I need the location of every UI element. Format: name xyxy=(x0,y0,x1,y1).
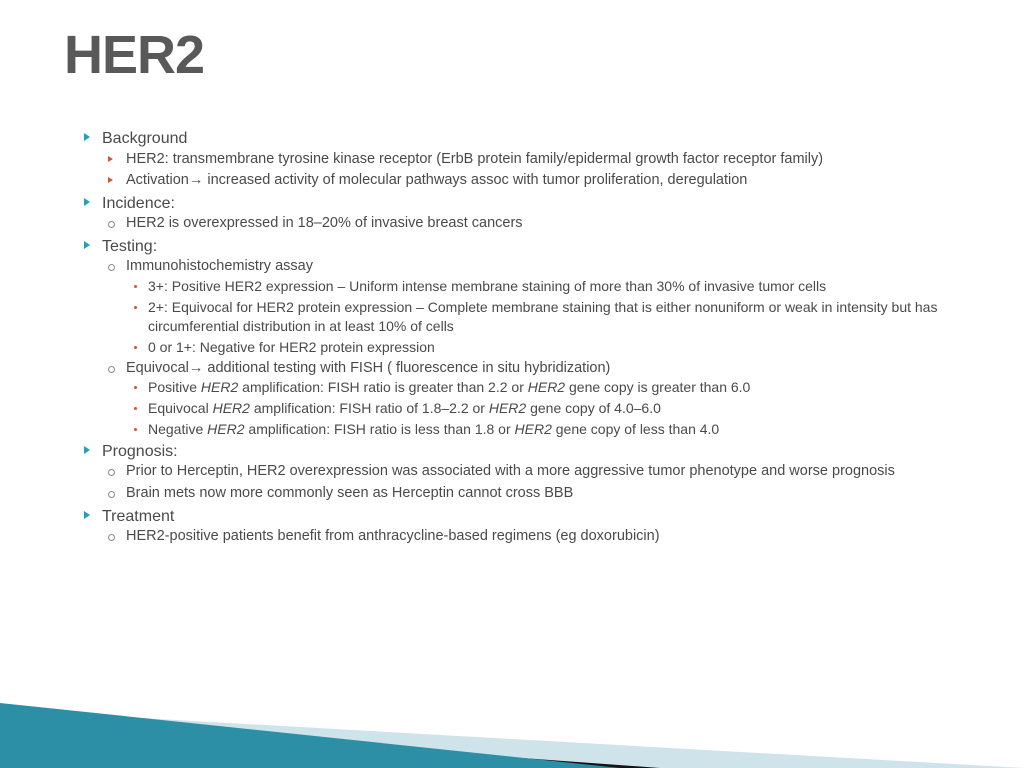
subsection-heading: Equivocal→ additional testing with FISH … xyxy=(126,360,610,376)
text-run: gene copy is greater than 6.0 xyxy=(565,379,750,395)
decorative-footer xyxy=(0,648,1024,768)
text-run: Negative xyxy=(148,421,207,437)
text-run: gene copy of less than 4.0 xyxy=(552,421,719,437)
text-run: amplification: FISH ratio of 1.8–2.2 or xyxy=(250,400,489,416)
text-run: Positive xyxy=(148,379,201,395)
text-run: gene copy of 4.0–6.0 xyxy=(526,400,661,416)
bullet-text: Positive HER2 amplification: FISH ratio … xyxy=(126,378,984,397)
bullet-text: Equivocal HER2 amplification: FISH ratio… xyxy=(126,399,984,418)
bullet-text: Brain mets now more commonly seen as Her… xyxy=(102,484,984,504)
bullet-text: HER2 is overexpressed in 18–20% of invas… xyxy=(102,214,984,234)
section-heading: Treatment xyxy=(102,508,174,525)
gene-name: HER2 xyxy=(528,379,565,395)
gene-name: HER2 xyxy=(489,400,526,416)
slide-body: Background HER2: transmembrane tyrosine … xyxy=(80,128,984,549)
section-prognosis: Prognosis: Prior to Herceptin, HER2 over… xyxy=(80,441,984,504)
section-heading: Background xyxy=(102,130,187,147)
section-heading: Prognosis: xyxy=(102,443,178,460)
bullet-text: Prior to Herceptin, HER2 overexpression … xyxy=(102,462,984,482)
section-testing: Testing: Immunohistochemistry assay 3+: … xyxy=(80,236,984,439)
bullet-text: Negative HER2 amplification: FISH ratio … xyxy=(126,420,984,439)
section-background: Background HER2: transmembrane tyrosine … xyxy=(80,128,984,191)
subsection-ihc: Immunohistochemistry assay 3+: Positive … xyxy=(102,257,984,356)
section-heading: Incidence: xyxy=(102,195,175,212)
bullet-text: 0 or 1+: Negative for HER2 protein expre… xyxy=(126,338,984,357)
subsection-fish: Equivocal→ additional testing with FISH … xyxy=(102,359,984,439)
text-run: amplification: FISH ratio is greater tha… xyxy=(238,379,527,395)
gene-name: HER2 xyxy=(207,421,244,437)
bullet-text: 2+: Equivocal for HER2 protein expressio… xyxy=(126,298,984,336)
text-run: Equivocal xyxy=(148,400,213,416)
gene-name: HER2 xyxy=(201,379,238,395)
bullet-text: HER2-positive patients benefit from anth… xyxy=(102,527,984,547)
subsection-heading: Immunohistochemistry assay xyxy=(126,258,313,274)
section-incidence: Incidence: HER2 is overexpressed in 18–2… xyxy=(80,193,984,234)
section-heading: Testing: xyxy=(102,238,157,255)
gene-name: HER2 xyxy=(213,400,250,416)
bullet-text: Activation→ increased activity of molecu… xyxy=(102,171,984,191)
text-run: amplification: FISH ratio is less than 1… xyxy=(245,421,515,437)
gene-name: HER2 xyxy=(515,421,552,437)
section-treatment: Treatment HER2-positive patients benefit… xyxy=(80,506,984,547)
bullet-text: HER2: transmembrane tyrosine kinase rece… xyxy=(102,150,984,170)
slide-title: HER2 xyxy=(64,24,204,86)
bullet-text: 3+: Positive HER2 expression – Uniform i… xyxy=(126,277,984,296)
